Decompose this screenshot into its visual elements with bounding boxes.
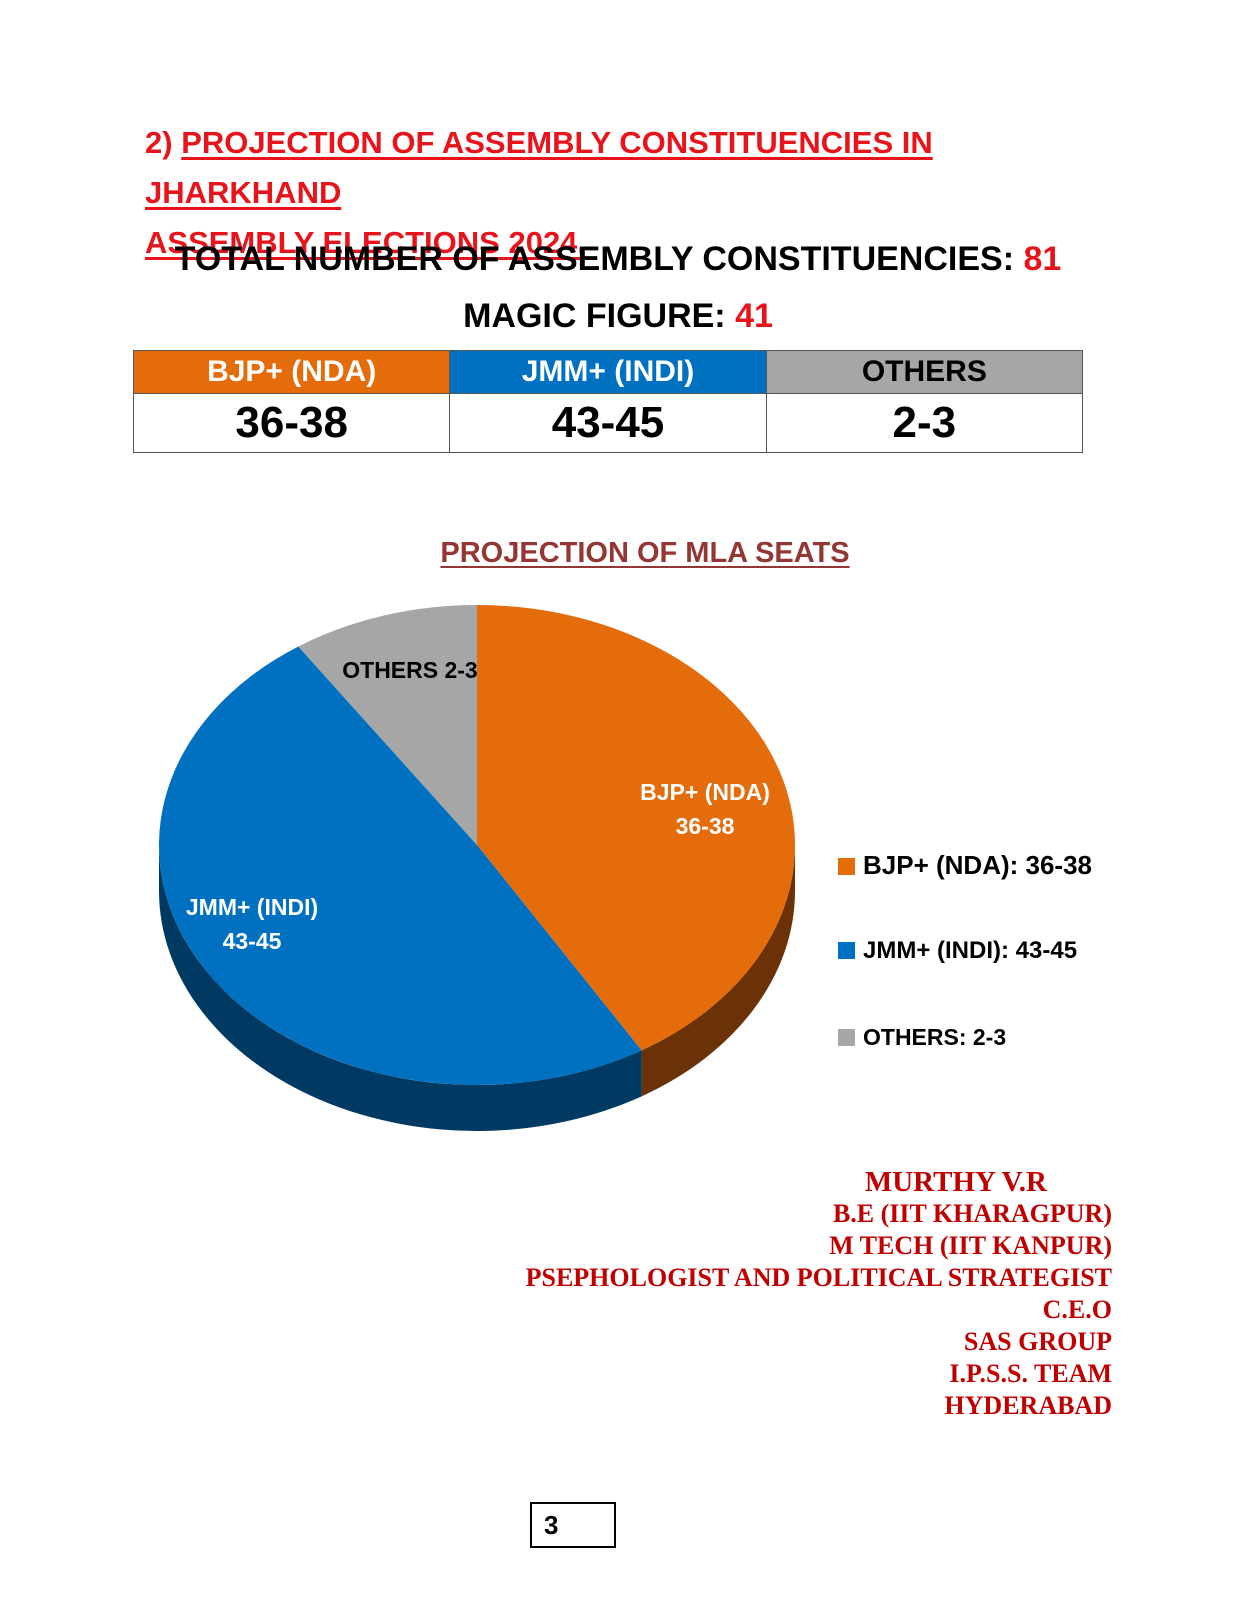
legend-swatch-others [838,1029,855,1046]
author-line: SAS GROUP [963,1327,1112,1356]
value-bjp: 36-38 [132,393,451,453]
chart-title: PROJECTION OF MLA SEATS [440,537,850,569]
value-jmm: 43-45 [449,393,767,453]
pie-slice-others [298,605,477,845]
legend-text-jmm-indi: JMM+ (INDI): 43-45 [863,937,1078,964]
magic-value: 41 [735,297,773,335]
author-line: M TECH (IIT KANPUR) [829,1231,1112,1260]
total-label: TOTAL NUMBER OF ASSEMBLY CONSTITUENCIES: [174,240,1024,278]
section-heading: 2) PROJECTION OF ASSEMBLY CONSTITUENCIES… [145,118,1125,268]
author-line: C.E.O [1042,1295,1112,1324]
pie-slice-bjp-nda [477,605,795,1051]
heading-line-2: ASSEMBLY ELECTIONS 2024. [145,225,587,260]
pie-side-jmm-indi [159,845,642,1131]
legend-text-others: OTHERS: 2-3 [863,1024,1007,1050]
magic-figure: MAGIC FIGURE: 41 [0,297,1236,336]
total-value: 81 [1023,240,1062,278]
header-others: OTHERS [765,350,1084,394]
data-label-bjp-nda: BJP+ (NDA) 36-38 [640,779,770,839]
table-value-row: 36-38 43-45 2-3 [132,393,1084,453]
author-block: MURTHY V.R B.E (IIT KHARAGPUR) M TECH (IIT… [526,1166,1112,1422]
page-number: 3 [530,1502,616,1548]
table-header-row: BJP+ (NDA) JMM+ (INDI) OTHERS [132,350,1084,394]
data-label-jmm-indi: JMM+ (INDI) 43-45 [186,894,318,954]
author-line: PSEPHOLOGIST AND POLITICAL STRATEGIST [525,1263,1112,1292]
pie-slice-jmm-indi [159,646,642,1085]
pie-side-bjp-nda [641,845,795,1097]
projection-table: BJP+ (NDA) JMM+ (INDI) OTHERS 36-38 43-4… [132,350,1084,453]
author-line: HYDERABAD [944,1391,1112,1420]
legend-swatch-bjp-nda [838,858,855,875]
magic-label: MAGIC FIGURE: [463,297,736,335]
author-line: I.P.S.S. TEAM [949,1359,1112,1388]
heading-line-1: PROJECTION OF ASSEMBLY CONSTITUENCIES IN… [145,125,933,210]
heading-number: 2) [145,125,182,160]
legend-item-jmm-indi: JMM+ (INDI): 43-45 [838,937,1077,965]
legend-item-others: OTHERS: 2-3 [838,1024,1006,1051]
total-constituencies: TOTAL NUMBER OF ASSEMBLY CONSTITUENCIES:… [0,240,1236,279]
data-label-others: OTHERS 2-3 [342,657,477,683]
value-others: 2-3 [765,393,1084,453]
header-jmm: JMM+ (INDI) [449,350,767,394]
legend-swatch-jmm-indi [838,942,855,959]
legend-text-bjp-nda: BJP+ (NDA): 36-38 [863,850,1093,880]
author-line: B.E (IIT KHARAGPUR) [832,1199,1112,1228]
header-bjp: BJP+ (NDA) [132,350,451,394]
author-line: MURTHY V.R [864,1166,1047,1198]
legend-item-bjp-nda: BJP+ (NDA): 36-38 [838,850,1092,881]
